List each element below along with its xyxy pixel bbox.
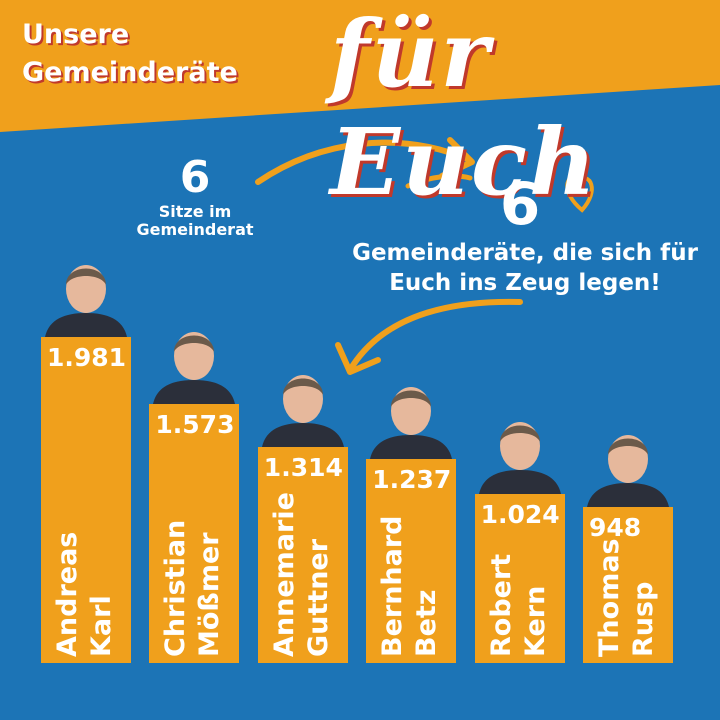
arrow-swoosh (405, 173, 473, 189)
category-label: Thomas Rusp (594, 538, 659, 657)
portrait (478, 422, 561, 495)
value-label: 1.573 (155, 410, 235, 440)
bar: 1.573 Christian Mößmer (149, 404, 240, 663)
category-label: Christian Mößmer (160, 519, 226, 657)
hair (391, 390, 432, 408)
hair (66, 268, 106, 285)
value-label: 1.237 (372, 465, 452, 495)
shoulders (153, 380, 236, 405)
arrow (347, 298, 523, 373)
portrait (153, 332, 236, 405)
value-label: 1.314 (263, 452, 343, 482)
banner (0, 0, 720, 132)
category-label: Andreas Karl (52, 531, 117, 657)
portrait (45, 264, 127, 337)
value-label: 1.981 (47, 342, 127, 372)
hair (174, 335, 215, 353)
shoulders (45, 312, 127, 337)
shoulders (587, 482, 669, 507)
portrait (370, 387, 453, 460)
hair (282, 378, 323, 395)
shoulders (478, 470, 561, 495)
portrait (587, 434, 669, 507)
bar: 1.024 Robert Kern (474, 494, 565, 663)
category-label: Bernhard Betz (377, 515, 443, 657)
heart (565, 176, 594, 213)
hair (608, 438, 648, 455)
value-label: 948 (589, 512, 642, 542)
portrait (261, 374, 344, 447)
category-label: Robert Kern (485, 553, 551, 657)
bar: 948 Thomas Rusp (583, 506, 673, 663)
arrow-head (335, 342, 381, 375)
shoulders (370, 435, 453, 460)
seats-number: 6 (179, 152, 211, 203)
bar: 1.237 Bernhard Betz (366, 459, 457, 663)
category-label: Annemarie Guttner (268, 492, 334, 657)
shoulders (261, 422, 344, 447)
value-label: 1.024 (480, 500, 560, 530)
bar: 1.981 Andreas Karl (41, 336, 131, 663)
seats-text: Sitze im Gemeinderat (136, 202, 254, 239)
arrow (255, 139, 473, 185)
arrow-head (439, 137, 475, 179)
bar: 1.314 Annemarie Guttner (257, 446, 348, 663)
members-text: Gemeinderäte, die sich für Euch ins Zeug… (352, 240, 698, 296)
hair (499, 425, 540, 443)
subtitle: für Euch (330, 0, 598, 216)
members-number: 6 (499, 170, 541, 238)
title: Unsere Gemeinderäte (22, 19, 238, 88)
